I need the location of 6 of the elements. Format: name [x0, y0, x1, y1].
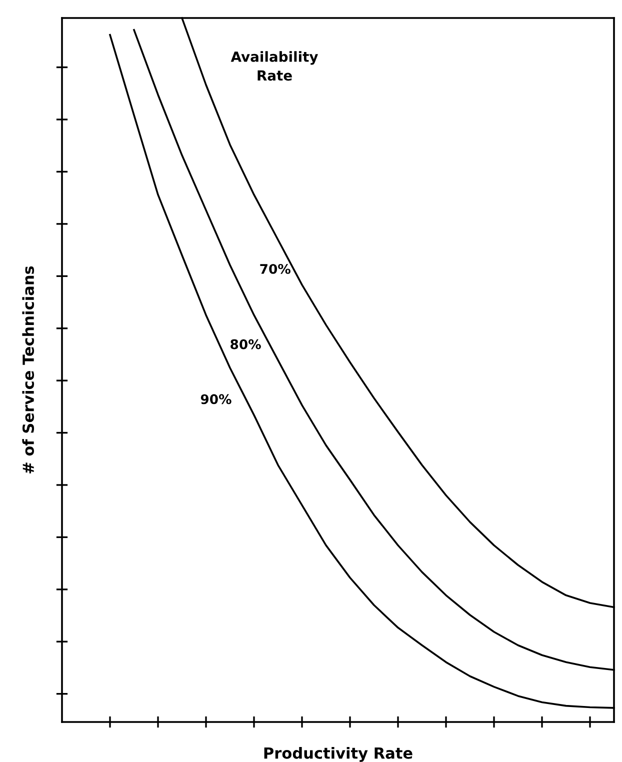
y-axis-title: # of Service Technicians	[22, 266, 34, 474]
series-label: 90%	[200, 394, 232, 404]
legend-title: Availability Rate	[230, 51, 318, 81]
x-axis-title: Productivity Rate	[264, 747, 412, 762]
series-label: 80%	[230, 339, 261, 350]
series-label: 70%	[260, 264, 290, 274]
